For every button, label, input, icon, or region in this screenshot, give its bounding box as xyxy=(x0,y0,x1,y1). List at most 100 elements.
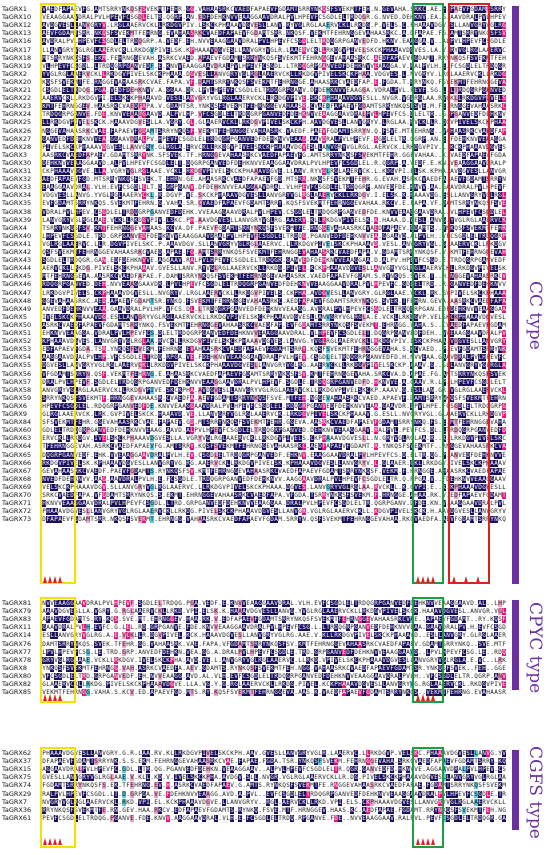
sequence-row: YVGLRGLAAERVCKLLRKDGVPIVELSKCKPHAAA.DGVE… xyxy=(42,70,506,78)
conserved-residue-marker xyxy=(416,576,420,583)
sequence-row: EVFGDAMTSRRYNKQS.SVEKMTFEHRN.G.VAHA.SR.C… xyxy=(42,200,506,208)
sequence-name: TaGRX14 xyxy=(2,631,32,640)
sequence-row: VEKMTFEHRNGG.VAHA.S.KCV.ED.APAEVFGD.MTS.… xyxy=(42,689,506,697)
sequence-row: ASRKCVAEDFAPAEVFGDAMTSRRYNKQ.FSVEKMTFEHR… xyxy=(42,321,506,329)
sequence-row: NVGRYVGLRGLAAERVCKL.RKD.VPI.EL.KCKPHAAAV… xyxy=(42,798,506,806)
sequence-name: TaGRX79 xyxy=(2,607,32,616)
sequence-name: TaGRX36 xyxy=(2,805,32,814)
sequence-name: TaGRX51 xyxy=(2,329,32,337)
sequence-row: AAERVCKLLRKDGVPI.ELSKCKPHAAAVD.VESLLANVG… xyxy=(42,95,506,103)
sequence-name: TaGRX44 xyxy=(2,264,32,273)
sequence-row: GGEVAHAASRKC.AED.APAEVFGDAMTSR.YNKQ.FSVE… xyxy=(42,297,506,305)
sequence-name: TaGRX49 xyxy=(2,304,32,313)
sequence-row: EDFAPAEVFGDA.TSR.YNKQSFSVEKM.FEHRNG.EVAH… xyxy=(42,346,506,354)
sequence-row: FGDAMTSRRYNKQSFS.EK.TFEHRNG.EV.H.ASRKCVA… xyxy=(42,782,506,790)
sequence-name: TaGRX63 xyxy=(2,434,32,443)
sequence-name: TaGRX85 xyxy=(2,688,32,697)
sequence-row: VGLRGLAAERVC.LLR.DGVPIVELSKC.P.AAAVDGV.S… xyxy=(42,240,506,248)
sequence-row: RDQGRPGANVED.DEH.NVVEAAGGAAVDR.LPVLHPEVF… xyxy=(42,281,506,289)
sequence-name: TaGRX12 xyxy=(2,21,32,30)
sequence-name: TaGRX81 xyxy=(2,599,32,607)
sequence-row: NGGEVAHAASRKCVAE.FAPAEVFGDAMTSRRYNKQSF.V… xyxy=(42,127,506,135)
sequence-row: AERVCKLLRKDG.PIVELSKCKPHAAAV.GVESLLANV.R… xyxy=(42,265,506,273)
sequence-row: CKPHAAAVDGVE.LLA.VGRYVGLRGLAAE.VCKL.RKDG… xyxy=(42,168,506,175)
sequence-row: TSRRYNKQSFSV.KMTFEHRNGGEVAHAAS.KCVA.DF.P… xyxy=(42,224,506,232)
sequence-name: TaGRX21 xyxy=(2,86,32,94)
conserved-residue-marker xyxy=(48,838,52,845)
sequence-row: RALPVLHPEVFCSGDL.LT.D.GRPGA.VE.FDEHKNVVE… xyxy=(42,790,506,798)
sequence-row: PEVFCSGDLELTRDQG.PGANVE.FDE.KNVV.AAGGAAV… xyxy=(42,814,506,822)
conserved-residue-marker xyxy=(431,576,435,583)
sequence-row: EHKNVVEAAGGA.VDRALPVLHPEVFCS.DLELTRDQGRP… xyxy=(42,330,506,337)
sequence-row: GAAVDRALPVLH.EVFC.G.LEL.RD.GRPGANVE.FDE.… xyxy=(42,624,506,632)
sequence-name: TaGRX35 xyxy=(2,199,32,208)
sequence-name: TaGRX30 xyxy=(2,158,32,167)
sequence-row: SFSVEKMTFEHR.GGEVAHAASRKCVAE.FAPAEV.GD.M… xyxy=(42,419,506,427)
sequence-row: MTSRRYNKQSFS.EKM.FEHRNGGEVAH.ASRKCVAED.A… xyxy=(42,54,506,62)
sequence-name: TaGRX84 xyxy=(2,418,32,427)
sequence-name: TaGRX37 xyxy=(2,757,32,766)
sequence-row: PHAAAVDGVESLLANVGRYVGLRGLAAERVCKLLRKDG.P… xyxy=(42,508,506,516)
sequence-row: ERVCKLLRKDGV.IVELSKCKPHAAAVDGVESLLA.VGRY… xyxy=(42,435,506,443)
sequence-name: TaGRX74 xyxy=(2,781,32,790)
sequence-row: AEDFAPAEVFGD.MTSRRYNKQSFSVEK.T.EHRN.GE.A… xyxy=(42,176,506,184)
conserved-residue-marker xyxy=(43,694,47,701)
sequence-name: TaGRX43 xyxy=(2,256,32,265)
sequence-row: SGDLELTRDQGR.GAN.EDFDEHKNVVE.AGGAAV.RALP… xyxy=(42,257,506,265)
sequence-name: TaGRX65 xyxy=(2,450,32,459)
sequence-name: TaGRX31 xyxy=(2,167,32,175)
sequence-name: TaGRX5 xyxy=(2,312,28,321)
sequence-row: LPVLHPEVFCSG.LE.TRD.GRP.ANVEDFDEHKN.VEA.… xyxy=(42,648,506,656)
sequence-name: TaGRX1 xyxy=(2,5,28,13)
sequence-row: NVVEAAGGAAVDRALPVLHPEVF.SGDLELTRDQG.PGA.… xyxy=(42,600,506,607)
sequence-row: DQGRPGANVEDF.EHK.VVEAAGGAAVDRALPVLH.EV.C… xyxy=(42,451,506,459)
conserved-residue-marker xyxy=(464,576,468,583)
sequence-row: LLRKDGVPIVELSKCK.HAAAVDGVESLLA.VGRY.GL.G… xyxy=(42,119,506,127)
sequence-name: TaGRX68 xyxy=(2,474,32,483)
active-site-box xyxy=(40,597,76,703)
sequence-name: TaGRX60 xyxy=(2,426,32,435)
sequence-row: ANVGRYVGLRGLAAERVCKLLRKDGVPIVE.SKCKPHA.A… xyxy=(42,386,506,394)
conserved-residue-marker xyxy=(452,576,456,583)
sequence-row: DAMTSRRYNKQS.SVEK.TFEHR.GG.VAHAASRK.VAE.… xyxy=(42,640,506,648)
sequence-name: TaGRX11 xyxy=(2,623,32,632)
sequence-name: TaGRX82 xyxy=(2,680,32,688)
sequence-name: TaGRX53 xyxy=(2,345,32,354)
group-label: CGFS type xyxy=(522,730,548,855)
group-label-text: CC type xyxy=(525,280,545,350)
sequence-name: TaGRX77 xyxy=(2,647,32,656)
group-bar xyxy=(512,600,519,690)
conserved-residue-marker xyxy=(426,838,430,845)
c-terminal-motif-box xyxy=(448,3,490,584)
sequence-name: TaGRX50 xyxy=(2,320,32,329)
sequence-row: GLAAERVCKLLRKDG.PIVELSKCKPHAAAVDGVE.LLA.… xyxy=(42,681,506,688)
sequence-name: TaGRX52 xyxy=(2,337,32,346)
group-label: CPYC type xyxy=(522,590,548,705)
sequence-name: TaGRX9 xyxy=(2,410,28,418)
sequence-name: TaGRX56 xyxy=(2,369,32,378)
sequence-row: DGVESLLANVGRYVGLRGLAAERVCKLLRKDGVPIVELSK… xyxy=(42,362,506,370)
gsh-binding-box xyxy=(412,3,444,584)
sequence-row: LANVGRYVGLRGLAAE.VCKLLRKDGVPIV.LSKC.PH.A… xyxy=(42,216,506,224)
sequence-name: TaGRX24 xyxy=(2,110,32,119)
sequence-row: PIVELSKCKPHAAAVDGVESLLANVGRY.GLRGLA.ERVC… xyxy=(42,143,506,151)
group-label-text: CGFS type xyxy=(525,746,545,839)
sequence-row: KPHAAAVDGVES.LANVGRYVGLRGLAA.RVCKLLRKDGV… xyxy=(42,338,506,346)
sequence-name: TaGRX54 xyxy=(2,353,32,362)
sequence-row: VELSKCKPHAAAVDGV.SLLANVGRYVGLRGLAAERVC.L… xyxy=(42,483,506,491)
sequence-name: TaGRX20 xyxy=(2,77,32,86)
sequence-name: TaGRX16 xyxy=(2,37,32,46)
sequence-row: VDGVESLLANVG.YVGLRGLAAERVCKL.R.DGVP.VE.S… xyxy=(42,192,506,200)
sequence-name: TaGRX4 xyxy=(2,223,28,232)
sequence-row: AAAVDGVESLLA.VGRY.G.RGLAAERVCKLLRKD.VPI.… xyxy=(42,608,506,616)
sequence-row: AAGGAAVDRALPVLHP.VFCSGDLELTRDQ.RPGA.VE.F… xyxy=(42,354,506,362)
sequence-row: IVELSKCKPHAAAVDG.ESLLANVGRYVGLRGLAAERVCK… xyxy=(42,313,506,321)
sequence-row: VFCSGDLELTRD.GRPGANVEDF.EH.NVVEAAGG.AVD.… xyxy=(42,672,506,680)
group-label-text: CPYC type xyxy=(525,601,545,694)
conserved-residue-marker xyxy=(426,694,430,701)
sequence-name: TaGRX46 xyxy=(2,280,32,289)
sequence-row: SRKCVAEDFAPA.VFGDAMTSRRYNKQS.S.EKMT.EHRN… xyxy=(42,492,506,499)
sequence-row: APAEVFGDAMTS.RY.KQS.SVE.MT.EHRNGGEV.HAA.… xyxy=(42,616,506,624)
conserved-residue-marker xyxy=(421,694,425,701)
sequence-name: TaGRX45 xyxy=(2,272,32,281)
